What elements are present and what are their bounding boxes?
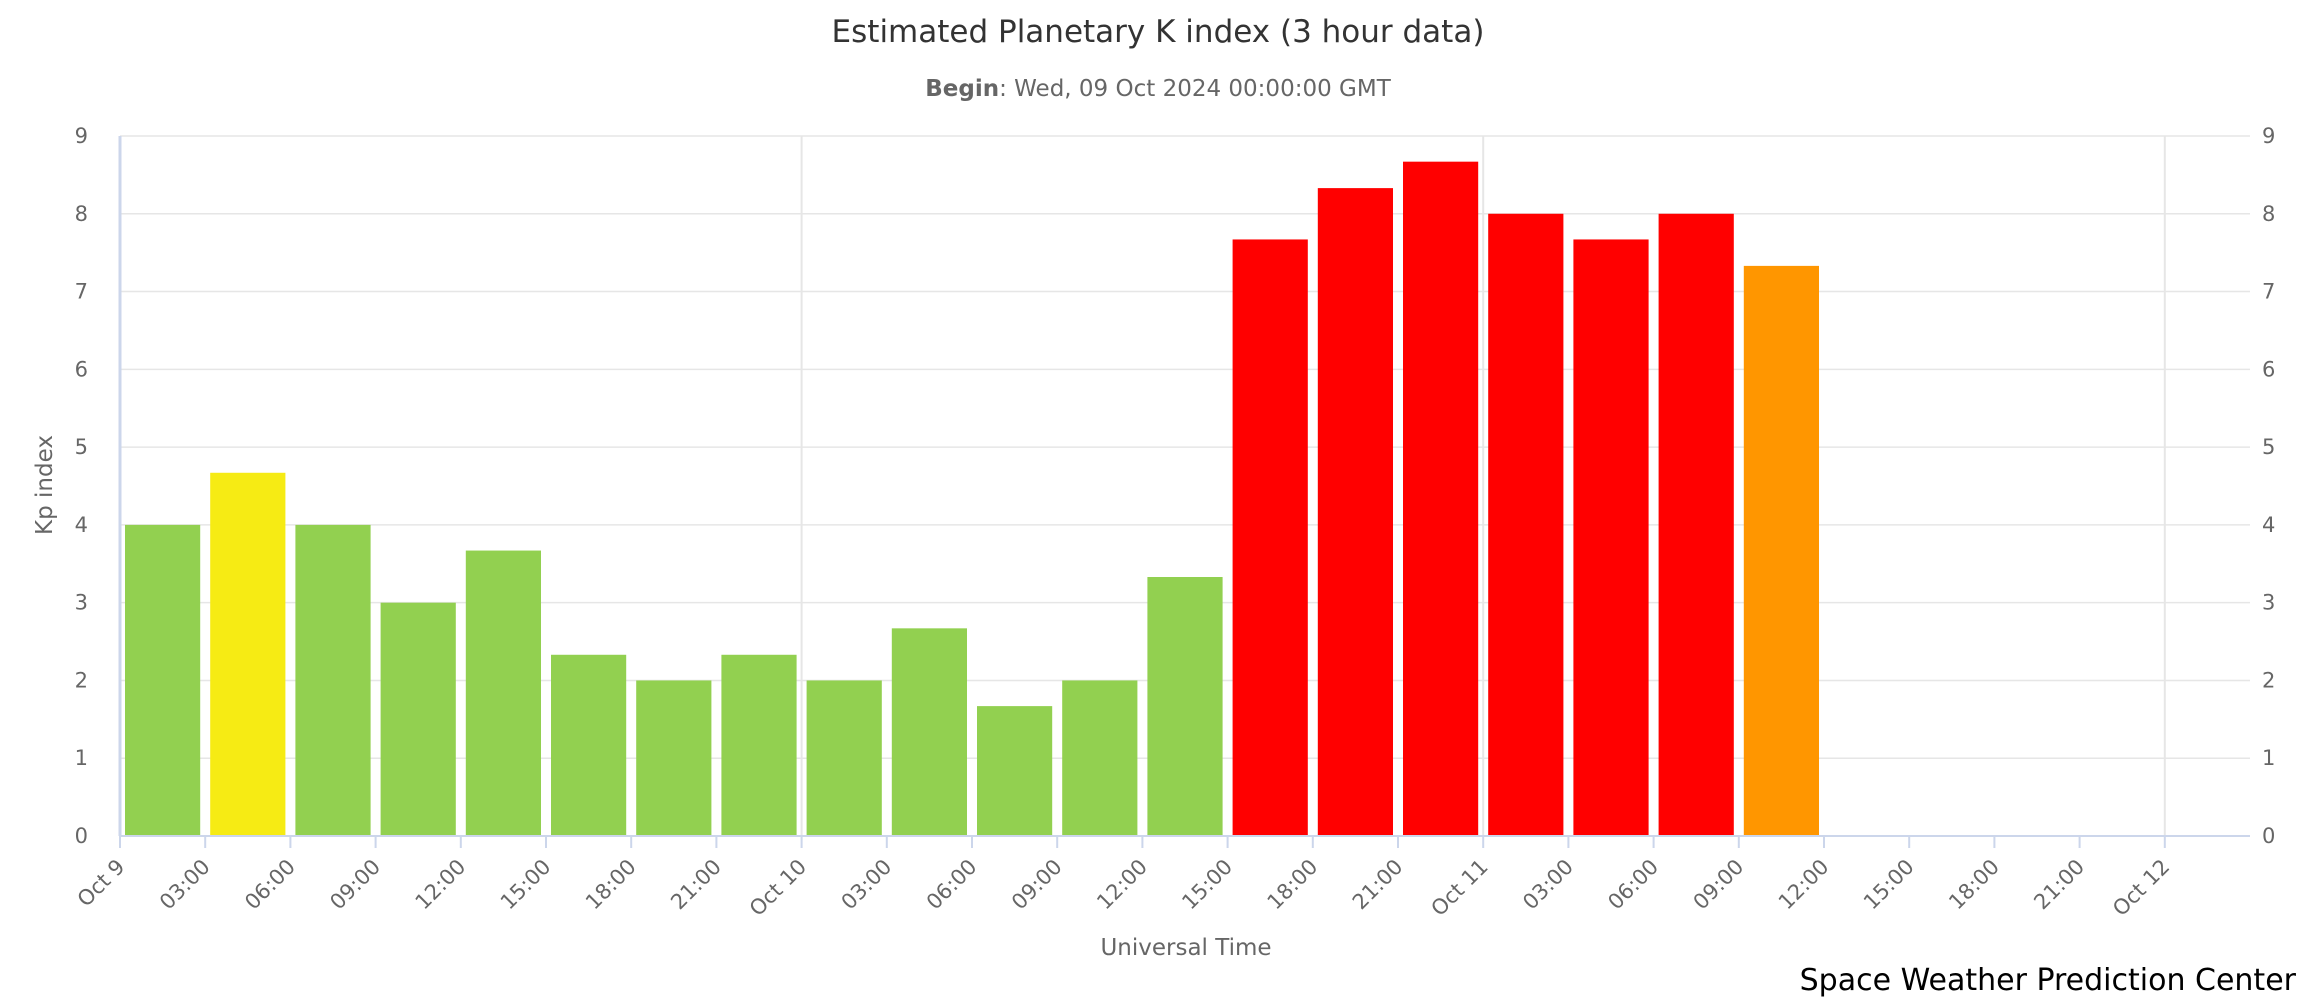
kp-bar[interactable]	[380, 602, 456, 836]
kp-bar[interactable]	[125, 524, 201, 836]
x-tick-label: 06:00	[922, 855, 982, 915]
x-tick-label: 15:00	[496, 855, 556, 915]
x-tick-label: Oct 12	[2108, 855, 2174, 921]
y-tick-label-right: 3	[2262, 591, 2275, 615]
x-tick-label: 12:00	[411, 855, 471, 915]
y-tick-label-left: 7	[75, 280, 88, 304]
y-axis-left-ticks: 0 1 2 3 4 5 6 7 8 9	[75, 124, 88, 848]
kp-bar[interactable]	[1658, 213, 1734, 836]
bars	[125, 161, 1819, 837]
chart-subtitle: Begin: Wed, 09 Oct 2024 00:00:00 GMT	[925, 76, 1391, 102]
kp-bar[interactable]	[977, 706, 1053, 836]
y-tick-label-right: 0	[2262, 824, 2275, 848]
kp-bar[interactable]	[295, 524, 371, 836]
subtitle-begin-value: : Wed, 09 Oct 2024 00:00:00 GMT	[999, 76, 1392, 102]
x-tick-label: Oct 9	[73, 855, 130, 912]
x-tick-label: 03:00	[837, 855, 897, 915]
chart-title: Estimated Planetary K index (3 hour data…	[832, 14, 1485, 50]
kp-bar[interactable]	[465, 550, 541, 836]
y-tick-label-left: 8	[75, 202, 88, 226]
kp-bar[interactable]	[210, 472, 286, 836]
kp-bar[interactable]	[1403, 161, 1479, 836]
kp-bar[interactable]	[891, 628, 967, 836]
x-tick-label: 18:00	[1944, 855, 2004, 915]
y-tick-label-left: 4	[75, 513, 88, 537]
y-tick-label-right: 4	[2262, 513, 2275, 537]
x-tick-label: 12:00	[1092, 855, 1152, 915]
x-tick-label: 06:00	[240, 855, 300, 915]
y-tick-label-left: 9	[75, 124, 88, 148]
x-tick-label: 21:00	[1348, 855, 1408, 915]
x-tick-label: 15:00	[1859, 855, 1919, 915]
x-tick-label: Oct 11	[1426, 855, 1492, 921]
x-tick-label: 06:00	[1603, 855, 1663, 915]
x-axis-label: Universal Time	[1100, 935, 1271, 961]
y-tick-label-right: 8	[2262, 202, 2275, 226]
kp-bar[interactable]	[636, 680, 712, 836]
x-tick-label: 15:00	[1177, 855, 1237, 915]
x-tick-label: 09:00	[1689, 855, 1749, 915]
credit-text: Space Weather Prediction Center	[1800, 963, 2297, 998]
kp-bar[interactable]	[1147, 577, 1223, 836]
x-tick-label: 18:00	[1263, 855, 1323, 915]
y-tick-label-left: 0	[75, 824, 88, 848]
kp-bar[interactable]	[1573, 239, 1649, 836]
y-tick-label-left: 5	[75, 435, 88, 459]
y-tick-label-right: 5	[2262, 435, 2275, 459]
y-tick-label-left: 2	[75, 668, 88, 692]
y-tick-label-right: 1	[2262, 746, 2275, 770]
y-tick-label-left: 6	[75, 357, 88, 381]
x-tick-label: 21:00	[666, 855, 726, 915]
kp-bar[interactable]	[721, 654, 797, 836]
x-tick-label: 09:00	[1007, 855, 1067, 915]
y-axis-label: Kp index	[32, 435, 58, 535]
axes	[118, 136, 2250, 837]
kp-bar[interactable]	[1062, 680, 1138, 836]
kp-bar[interactable]	[551, 654, 627, 836]
kp-bar[interactable]	[1317, 188, 1393, 837]
y-tick-label-right: 2	[2262, 668, 2275, 692]
subtitle-begin-label: Begin	[925, 76, 999, 102]
x-tick-label: 18:00	[581, 855, 641, 915]
kp-bar[interactable]	[1232, 239, 1308, 836]
kp-bar[interactable]	[806, 680, 882, 836]
x-tick-label: 03:00	[155, 855, 215, 915]
x-tick-label: 03:00	[1518, 855, 1578, 915]
y-tick-label-right: 9	[2262, 124, 2275, 148]
y-axis-right-ticks: 0 1 2 3 4 5 6 7 8 9	[2262, 124, 2275, 848]
kp-bar[interactable]	[1488, 213, 1564, 836]
x-tick-label: 09:00	[325, 855, 385, 915]
x-tick-label: 12:00	[1774, 855, 1834, 915]
y-tick-label-right: 7	[2262, 280, 2275, 304]
y-tick-label-left: 3	[75, 591, 88, 615]
y-tick-label-left: 1	[75, 746, 88, 770]
x-axis-ticks: Oct 9 03:00 06:00 09:00 12:00 15:00 18:00 21:00…	[73, 836, 2174, 921]
x-tick-label: Oct 10	[745, 855, 811, 921]
x-tick-label: 21:00	[2029, 855, 2089, 915]
y-tick-label-right: 6	[2262, 357, 2275, 381]
kp-bar[interactable]	[1743, 265, 1819, 836]
